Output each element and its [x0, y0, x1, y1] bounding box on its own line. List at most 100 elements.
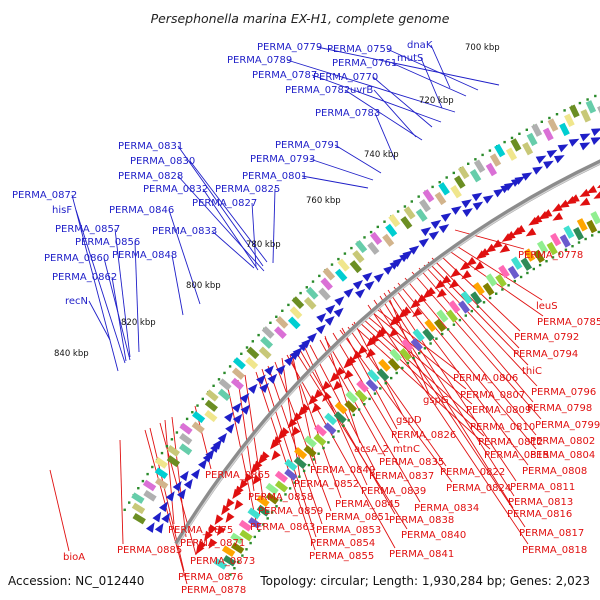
reverse-gene-arrow — [253, 460, 263, 471]
reverse-label-leader — [454, 244, 543, 301]
reverse-gene-label: PERMA_0810 — [470, 422, 535, 433]
gc-dot — [401, 366, 404, 370]
gc-dot — [435, 337, 438, 340]
forward-gene-arrow — [165, 491, 175, 502]
feature-block — [533, 249, 545, 263]
forward-gene-label: PERMA_0761 — [332, 58, 397, 69]
feature-block — [232, 357, 246, 370]
kbp-tick-label: 740 kbp — [364, 150, 399, 160]
reverse-label-leader — [267, 365, 323, 525]
feature-block — [472, 282, 485, 296]
feature-block — [284, 458, 298, 472]
gc-dot — [384, 382, 387, 385]
feature-block — [294, 447, 308, 460]
accession-text: Accession: NC_012440 — [8, 574, 144, 588]
gc-dot — [253, 535, 256, 539]
forward-gene-label: PERMA_0783 — [315, 108, 380, 119]
forward-gene-arrow — [503, 182, 515, 191]
feature-block — [510, 256, 523, 270]
forward-gene-arrow — [383, 265, 394, 275]
gc-dot — [418, 352, 421, 355]
gc-dot — [287, 303, 290, 307]
reverse-gene-arrow — [531, 214, 543, 224]
feature-block — [412, 328, 425, 342]
gc-dot — [390, 376, 393, 380]
gc-dot — [540, 120, 543, 123]
reverse-gene-label: PERMA_0809 — [466, 405, 531, 416]
reverse-gene-arrow — [459, 261, 471, 271]
forward-gene-arrow — [324, 315, 335, 326]
feature-block — [261, 326, 275, 339]
forward-label-leader — [301, 175, 369, 189]
feature-block — [154, 467, 169, 480]
reverse-gene-label: PERMA_0798 — [527, 403, 592, 414]
feature-block — [559, 234, 571, 248]
reverse-gene-arrow — [225, 512, 235, 523]
reverse-gene-label: PERMA_0841 — [389, 549, 454, 560]
reverse-gene-arrow — [252, 474, 262, 486]
forward-gene-label: dnaK — [407, 40, 433, 51]
feature-block — [154, 457, 168, 469]
feature-block — [344, 400, 358, 413]
feature-block — [576, 218, 588, 232]
reverse-gene-arrow — [239, 479, 249, 490]
gc-dot — [330, 263, 334, 266]
gc-dot — [241, 554, 244, 557]
reverse-gene-label: thiC — [522, 366, 542, 377]
forward-gene-arrow — [239, 392, 250, 404]
forward-gene-label: PERMA_0827 — [192, 198, 257, 209]
reverse-gene-arrow — [579, 188, 591, 197]
forward-gene-arrow — [430, 219, 442, 229]
gc-dot — [299, 291, 302, 295]
reverse-label-leader — [286, 354, 396, 549]
feature-block — [291, 296, 305, 310]
gc-dot — [363, 403, 366, 406]
forward-gene-label: PERMA_0793 — [250, 154, 315, 165]
feature-block — [247, 507, 261, 520]
map-title: Persephonella marina EX-H1, complete gen… — [151, 11, 450, 26]
gc-dot — [594, 94, 597, 98]
feature-block — [505, 147, 518, 161]
feature-block — [221, 545, 236, 557]
reverse-gene-arrow — [388, 327, 399, 338]
gc-dot — [555, 113, 559, 116]
feature-block — [275, 316, 289, 329]
reverse-gene-arrow — [346, 355, 357, 366]
feature-block — [303, 445, 317, 458]
forward-label-leader — [202, 188, 259, 271]
kbp-ticks: 700 kbp 720 kbp 740 kbp 760 kbp 780 kbp 800 k… — [54, 43, 500, 359]
reverse-gene-arrow — [365, 348, 376, 359]
forward-gene-label: PERMA_0759 — [327, 44, 392, 55]
forward-gene-label: uvrB — [350, 85, 373, 96]
reverse-gene-arrow — [300, 403, 311, 414]
feature-block — [166, 444, 181, 457]
gc-dot — [431, 185, 434, 189]
feature-block — [415, 208, 428, 222]
feature-block — [523, 248, 536, 262]
reverse-label-leader — [454, 229, 525, 250]
reverse-label-leader — [377, 309, 460, 373]
feature-block — [410, 338, 423, 352]
feature-block — [485, 162, 498, 177]
feature-block — [274, 470, 288, 483]
forward-gene-arrow — [373, 273, 384, 283]
feature-block — [322, 267, 336, 281]
gc-dot — [558, 252, 561, 255]
forward-label-leader — [372, 76, 433, 128]
reverse-gene-arrow — [499, 244, 511, 253]
gc-dot — [270, 511, 274, 514]
reverse-gene-label: PERMA_0840 — [401, 530, 466, 541]
gc-dot — [518, 132, 521, 135]
reverse-gene-label: leuS — [536, 301, 558, 312]
gc-dot — [363, 236, 366, 239]
reverse-gene-label: PERMA_0852 — [294, 479, 359, 490]
gc-dot — [245, 346, 249, 349]
reverse-gene-arrow — [343, 369, 354, 380]
gc-dot — [481, 153, 484, 157]
feature-block — [239, 529, 253, 542]
feature-block — [354, 240, 368, 254]
reverse-gene-label: PERMA_0834 — [414, 503, 479, 514]
reverse-gene-label: PERMA_0875 — [168, 525, 233, 536]
kbp-tick-label: 760 kbp — [306, 196, 341, 206]
feature-block — [573, 226, 584, 241]
